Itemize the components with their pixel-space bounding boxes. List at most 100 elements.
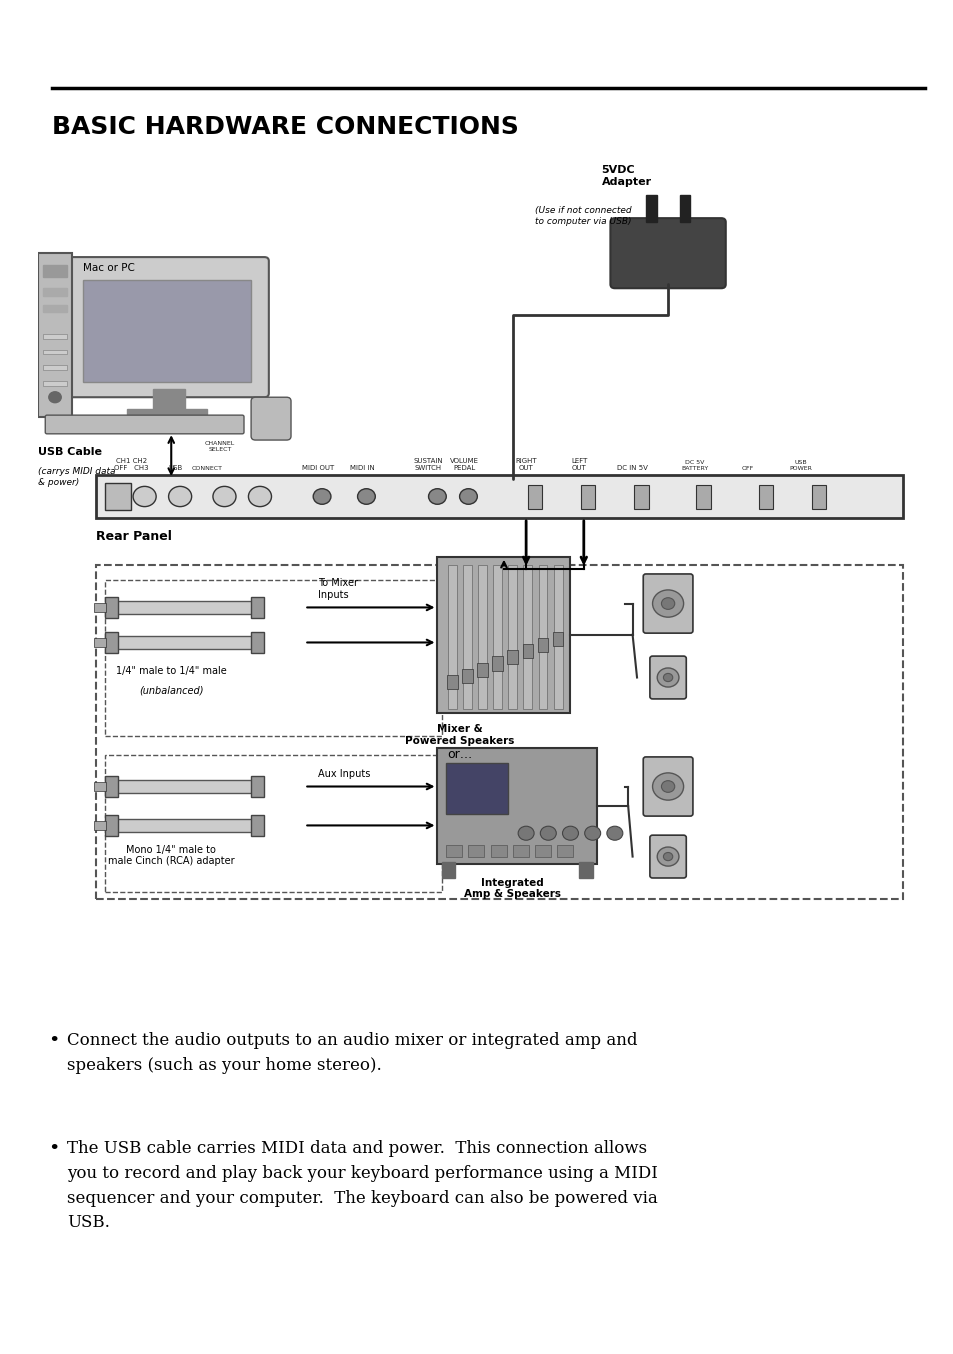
Circle shape bbox=[660, 597, 674, 609]
Text: MIDI OUT: MIDI OUT bbox=[301, 466, 334, 471]
Bar bbox=[436, 747, 597, 864]
Text: DC IN 5V: DC IN 5V bbox=[617, 466, 647, 471]
Text: (Use if not connected
to computer via USB): (Use if not connected to computer via US… bbox=[535, 206, 631, 226]
Bar bbox=[43, 334, 68, 338]
Bar bbox=[436, 556, 570, 712]
Circle shape bbox=[133, 486, 156, 506]
Bar bbox=[113, 636, 255, 649]
Circle shape bbox=[657, 668, 679, 686]
Bar bbox=[462, 669, 473, 682]
Bar bbox=[105, 815, 118, 835]
Bar bbox=[94, 821, 107, 830]
Bar bbox=[634, 485, 648, 509]
Text: Rear Panel: Rear Panel bbox=[95, 529, 172, 543]
Text: Connect the audio outputs to an audio mixer or integrated amp and
speakers (such: Connect the audio outputs to an audio mi… bbox=[67, 1032, 637, 1074]
Bar bbox=[251, 776, 264, 796]
Text: SUSTAIN
SWITCH: SUSTAIN SWITCH bbox=[414, 458, 443, 471]
Bar bbox=[696, 485, 710, 509]
Bar bbox=[127, 409, 207, 421]
Circle shape bbox=[660, 781, 674, 792]
Text: CHANNEL
SELECT: CHANNEL SELECT bbox=[205, 441, 235, 452]
Bar bbox=[645, 195, 656, 222]
Bar bbox=[105, 597, 118, 617]
FancyBboxPatch shape bbox=[642, 757, 692, 816]
Text: Aux Inputs: Aux Inputs bbox=[317, 769, 370, 779]
Bar bbox=[557, 845, 573, 857]
Text: MIDI IN: MIDI IN bbox=[349, 466, 374, 471]
Bar bbox=[105, 632, 118, 653]
Circle shape bbox=[606, 826, 622, 841]
Bar bbox=[43, 288, 68, 297]
Text: DC 5V
BATTERY: DC 5V BATTERY bbox=[680, 460, 707, 471]
Circle shape bbox=[662, 853, 672, 861]
Text: CH1 CH2
OFF   CH3: CH1 CH2 OFF CH3 bbox=[114, 458, 149, 471]
Bar bbox=[94, 781, 107, 791]
Text: USB Cable: USB Cable bbox=[38, 447, 102, 456]
Circle shape bbox=[357, 489, 375, 504]
Text: VOLUME
PEDAL: VOLUME PEDAL bbox=[449, 458, 478, 471]
Bar bbox=[811, 485, 825, 509]
Bar bbox=[578, 862, 592, 877]
FancyBboxPatch shape bbox=[610, 218, 725, 288]
Text: 5VDC
Adapter: 5VDC Adapter bbox=[601, 165, 651, 187]
Text: User’s Guide: User’s Guide bbox=[38, 1324, 136, 1340]
Circle shape bbox=[248, 486, 272, 506]
Circle shape bbox=[652, 590, 683, 617]
Bar bbox=[43, 349, 68, 355]
Bar bbox=[538, 565, 547, 708]
Bar bbox=[537, 638, 548, 651]
Text: LEFT
OUT: LEFT OUT bbox=[571, 458, 587, 471]
Bar bbox=[552, 631, 563, 646]
Circle shape bbox=[662, 673, 672, 681]
Bar bbox=[522, 645, 533, 658]
FancyBboxPatch shape bbox=[105, 756, 441, 891]
Text: •: • bbox=[48, 1140, 59, 1158]
Text: Mixer &
Powered Speakers: Mixer & Powered Speakers bbox=[404, 724, 514, 746]
Circle shape bbox=[459, 489, 476, 504]
Bar bbox=[462, 565, 472, 708]
Bar bbox=[94, 603, 107, 612]
Text: CONNECT: CONNECT bbox=[191, 466, 222, 471]
Bar bbox=[535, 845, 551, 857]
Circle shape bbox=[517, 826, 534, 841]
Bar bbox=[153, 390, 184, 409]
Bar bbox=[758, 485, 772, 509]
Text: The USB cable carries MIDI data and power.  This connection allows
you to record: The USB cable carries MIDI data and powe… bbox=[67, 1140, 657, 1232]
Bar bbox=[508, 565, 517, 708]
Text: USB: USB bbox=[169, 466, 183, 471]
FancyBboxPatch shape bbox=[649, 835, 685, 877]
Circle shape bbox=[657, 848, 679, 867]
Text: Mac or PC: Mac or PC bbox=[83, 263, 134, 272]
Circle shape bbox=[313, 489, 331, 504]
Circle shape bbox=[428, 489, 446, 504]
Text: RIGHT
OUT: RIGHT OUT bbox=[515, 458, 537, 471]
Bar bbox=[446, 764, 508, 814]
Text: Mono 1/4" male to
male Cinch (RCA) adapter: Mono 1/4" male to male Cinch (RCA) adapt… bbox=[108, 845, 234, 867]
Bar bbox=[43, 306, 68, 311]
Circle shape bbox=[539, 826, 556, 841]
Bar bbox=[251, 815, 264, 835]
FancyBboxPatch shape bbox=[642, 574, 692, 634]
Bar bbox=[580, 485, 595, 509]
FancyBboxPatch shape bbox=[83, 280, 251, 382]
Bar bbox=[105, 483, 132, 510]
Bar bbox=[113, 601, 255, 613]
Bar bbox=[105, 776, 118, 796]
Bar bbox=[523, 565, 532, 708]
Bar bbox=[95, 475, 902, 517]
Bar bbox=[492, 657, 502, 670]
Bar bbox=[447, 676, 457, 689]
Bar bbox=[94, 638, 107, 647]
FancyBboxPatch shape bbox=[45, 416, 244, 433]
Bar bbox=[507, 650, 517, 665]
Bar bbox=[490, 845, 506, 857]
Circle shape bbox=[652, 773, 683, 800]
Bar bbox=[38, 253, 71, 417]
Text: (carrys MIDI data
& power): (carrys MIDI data & power) bbox=[38, 467, 115, 486]
Text: Integrated
Amp & Speakers: Integrated Amp & Speakers bbox=[464, 877, 560, 899]
Bar bbox=[493, 565, 501, 708]
Text: •: • bbox=[48, 1032, 59, 1049]
Bar bbox=[476, 662, 488, 677]
Circle shape bbox=[49, 391, 61, 402]
FancyBboxPatch shape bbox=[649, 657, 685, 699]
